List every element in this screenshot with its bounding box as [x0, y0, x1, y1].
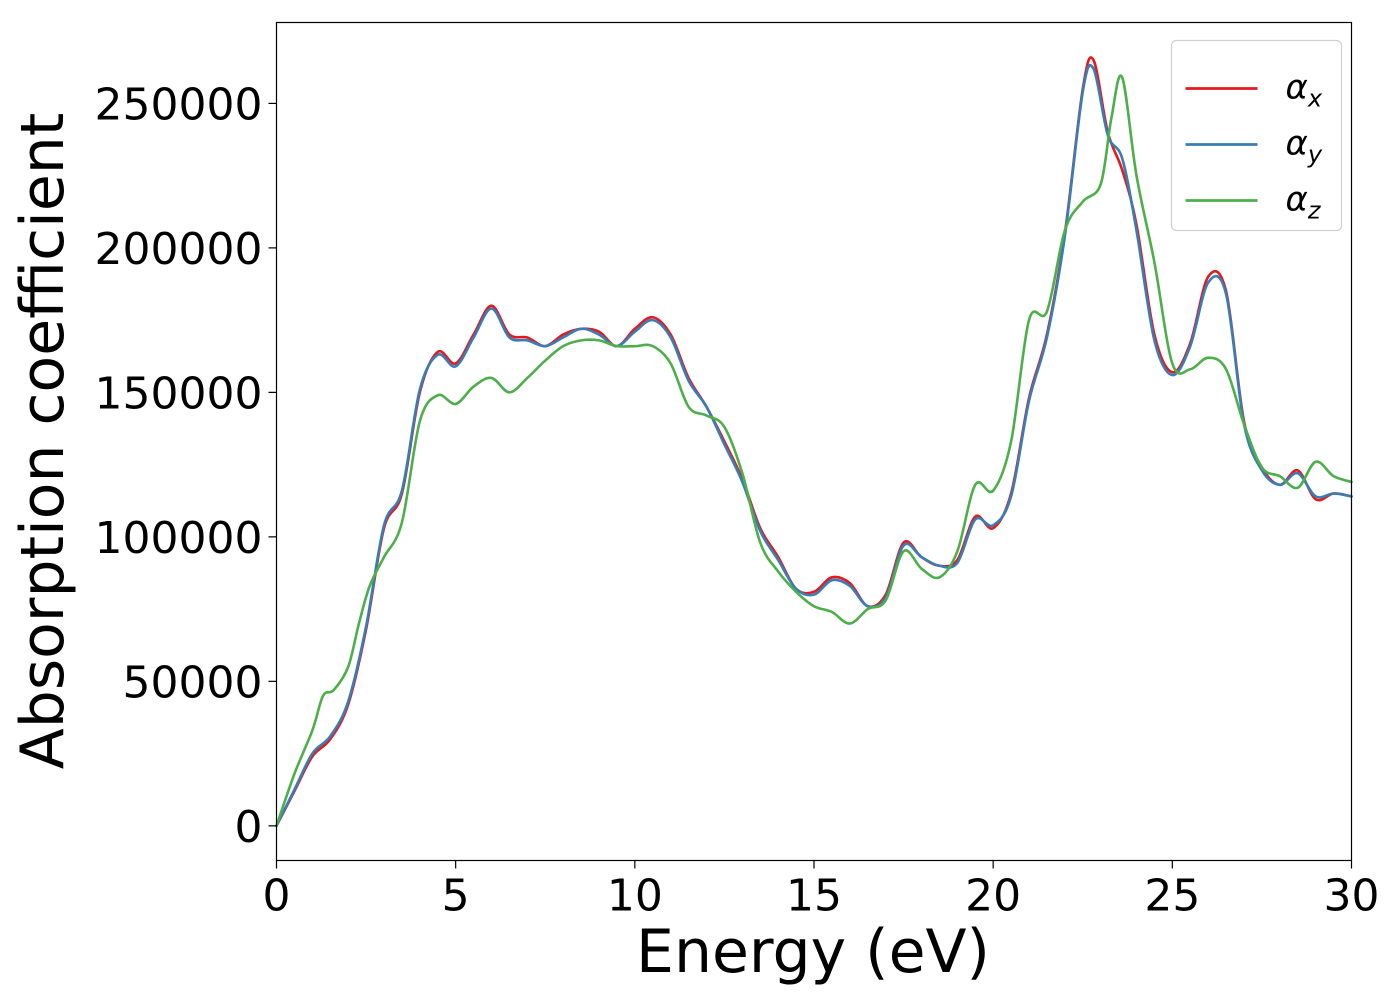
legend-item-alpha-x: αx — [1185, 68, 1323, 113]
x-axis-title: Energy (eV) — [636, 917, 990, 987]
x-axis: 0 5 10 15 20 25 30 — [263, 860, 1380, 922]
series-layer — [275, 56, 1353, 828]
y-tick-label: 150000 — [95, 368, 263, 419]
x-tick-label: 0 — [263, 871, 291, 922]
series-alpha-z-line — [275, 74, 1353, 828]
x-tick-label: 15 — [786, 871, 842, 922]
y-tick-label: 200000 — [95, 224, 263, 275]
y-tick-label: 0 — [235, 802, 263, 853]
y-tick-label: 50000 — [123, 657, 263, 708]
y-axis-title: Absorption coefficient — [8, 113, 78, 770]
x-tick-label: 25 — [1144, 871, 1200, 922]
legend-label: αy — [1286, 124, 1323, 169]
x-tick-label: 20 — [965, 871, 1021, 922]
legend: αx αy αz — [1170, 39, 1343, 232]
legend-item-alpha-z: αz — [1185, 180, 1322, 225]
y-tick-label: 100000 — [95, 513, 263, 564]
x-tick-label: 10 — [607, 871, 663, 922]
y-axis: 0 50000 100000 150000 200000 250000 — [95, 79, 277, 853]
series-alpha-y-line — [275, 64, 1353, 828]
x-tick-label: 30 — [1324, 871, 1380, 922]
x-tick-label: 5 — [442, 871, 470, 922]
legend-item-alpha-y: αy — [1185, 124, 1323, 169]
series-alpha-x-line — [275, 56, 1353, 828]
legend-label: αz — [1286, 180, 1322, 225]
y-tick-label: 250000 — [95, 79, 263, 130]
legend-label: αx — [1286, 68, 1323, 113]
